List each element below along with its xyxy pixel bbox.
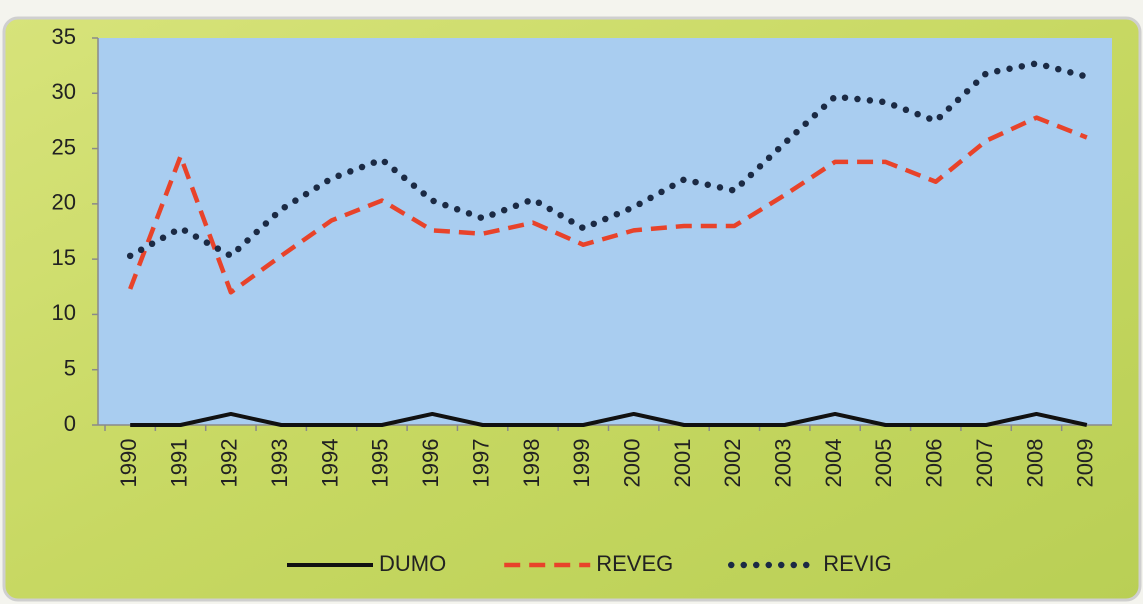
y-tick-label: 20 (52, 190, 76, 215)
x-tick-label: 1994 (317, 439, 342, 488)
x-tick-label: 2001 (670, 439, 695, 488)
y-tick-label: 10 (52, 300, 76, 325)
x-tick-label: 2005 (871, 439, 896, 488)
y-tick-label: 0 (64, 411, 76, 436)
x-tick-label: 1998 (519, 439, 544, 488)
x-tick-label: 2003 (771, 439, 796, 488)
x-tick-label: 1997 (468, 439, 493, 488)
x-tick-label: 2006 (922, 439, 947, 488)
plot-area (98, 38, 1112, 425)
x-tick-label: 2002 (720, 439, 745, 488)
y-tick-label: 30 (52, 79, 76, 104)
x-tick-label: 2004 (821, 439, 846, 488)
legend-label: REVEG (596, 551, 673, 576)
series-line (128, 115, 1088, 295)
x-tick-label: 2008 (1022, 439, 1047, 488)
x-tick-label: 1991 (166, 439, 191, 488)
y-tick-label: 5 (64, 356, 76, 381)
series-line (126, 60, 1091, 260)
x-tick-label: 1990 (116, 439, 141, 488)
x-tick-label: 2009 (1073, 439, 1098, 488)
legend-label: REVIG (823, 551, 891, 576)
y-tick-label: 15 (52, 245, 76, 270)
y-tick-label: 35 (52, 24, 76, 49)
x-tick-label: 1996 (418, 439, 443, 488)
x-tick-label: 2000 (619, 439, 644, 488)
x-tick-label: 1999 (569, 439, 594, 488)
x-tick-label: 1992 (217, 439, 242, 488)
x-tick-label: 1993 (267, 439, 292, 488)
legend-label: DUMO (379, 551, 446, 576)
y-tick-label: 25 (52, 134, 76, 159)
x-tick-label: 2007 (972, 439, 997, 488)
series-line (130, 411, 1088, 427)
x-tick-label: 1995 (368, 439, 393, 488)
